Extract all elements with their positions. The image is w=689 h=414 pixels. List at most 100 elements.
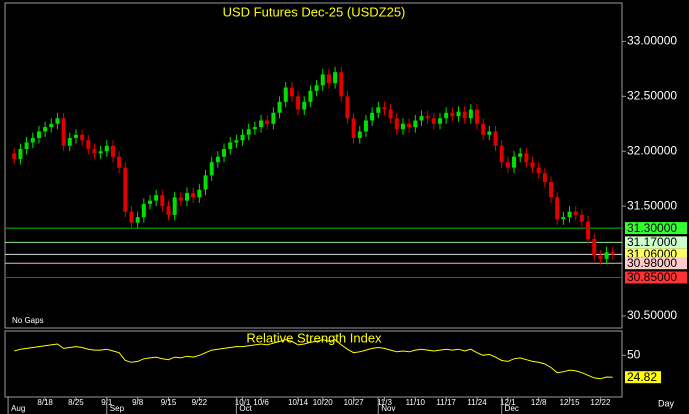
- candle-body: [160, 195, 165, 207]
- annotation: No Gaps: [12, 316, 44, 325]
- level-label: 30.85000: [627, 270, 677, 284]
- candle-body: [166, 206, 171, 215]
- month-label: Oct: [239, 404, 252, 413]
- candle-body: [228, 142, 233, 150]
- level-box: [625, 248, 687, 261]
- candle-body: [579, 214, 584, 222]
- candle-body: [252, 127, 257, 130]
- candle-body: [530, 162, 535, 168]
- candle-body: [215, 156, 220, 163]
- candle-body: [129, 211, 134, 223]
- candle-body: [549, 181, 554, 198]
- candle-body: [178, 197, 183, 201]
- candle-body: [481, 123, 486, 135]
- candle-body: [555, 197, 560, 220]
- candle-body: [86, 140, 91, 150]
- candle-body: [92, 149, 97, 154]
- candle-body: [320, 74, 325, 86]
- candle-body: [394, 118, 399, 130]
- candle-body: [542, 173, 547, 182]
- candle-body: [110, 145, 115, 157]
- rsi-title: Relative Strength Index: [246, 330, 382, 345]
- x-tick-label: 12/1: [500, 398, 516, 407]
- candle-body: [345, 96, 350, 119]
- candle-body: [419, 116, 424, 121]
- candle-body: [234, 140, 239, 143]
- candle-body: [191, 192, 196, 198]
- candle-body: [203, 175, 208, 190]
- candle-body: [499, 145, 504, 163]
- x-tick-label: 11/10: [406, 398, 426, 407]
- candle-body: [493, 131, 498, 146]
- x-tick-label: 12/15: [560, 398, 581, 407]
- candle-body: [240, 134, 245, 141]
- candle-body: [209, 162, 214, 176]
- candle-body: [123, 167, 128, 212]
- candle-body: [437, 118, 442, 124]
- candle-body: [24, 142, 29, 150]
- y-tick-label: 30.50000: [627, 308, 677, 322]
- candle-body: [573, 211, 578, 215]
- candle-body: [413, 120, 418, 128]
- y-tick-label: 32.00000: [627, 143, 677, 157]
- candle-body: [36, 131, 41, 139]
- candle-body: [592, 239, 597, 256]
- x-tick-label: 11/24: [467, 398, 487, 407]
- x-tick-label: 9/8: [132, 398, 144, 407]
- candle-body: [43, 127, 48, 132]
- candle-body: [456, 111, 461, 117]
- candle-body: [289, 87, 294, 97]
- month-label: Dec: [505, 404, 519, 413]
- x-tick-label: 10/14: [288, 398, 309, 407]
- y-tick-label: 31.50000: [627, 198, 677, 212]
- month-label: Aug: [11, 404, 25, 413]
- candle-body: [98, 151, 103, 154]
- candle-body: [308, 90, 313, 102]
- candle-body: [536, 167, 541, 174]
- x-tick-label: 10/6: [253, 398, 269, 407]
- candle-body: [382, 107, 387, 110]
- x-tick-label: 12/22: [590, 398, 611, 407]
- candle-body: [604, 252, 609, 259]
- candle-body: [487, 131, 492, 135]
- x-tick-label: 8/25: [68, 398, 84, 407]
- candle-body: [61, 118, 66, 146]
- candle-body: [104, 145, 109, 152]
- candle-body: [475, 109, 480, 124]
- candle-body: [80, 134, 85, 141]
- candle-body: [518, 153, 523, 157]
- candle-body: [314, 85, 319, 91]
- candle-body: [135, 217, 140, 223]
- chart-title: USD Futures Dec-25 (USDZ25): [223, 4, 406, 19]
- level-label: 31.30000: [627, 221, 677, 235]
- candle-body: [363, 120, 368, 132]
- candle-body: [376, 107, 381, 113]
- candle-body: [185, 192, 190, 201]
- candle-body: [444, 112, 449, 119]
- candle-body: [339, 72, 344, 97]
- candle-body: [283, 87, 288, 102]
- candle-body: [505, 162, 510, 168]
- x-tick-label: 10/27: [344, 398, 365, 407]
- candle-body: [147, 200, 152, 204]
- candle-body: [425, 116, 430, 119]
- level-label: 31.17000: [627, 235, 677, 249]
- price-panel: [4, 2, 623, 329]
- month-label: Nov: [381, 404, 395, 413]
- candle-body: [67, 138, 72, 146]
- candle-body: [49, 123, 54, 128]
- candle-body: [259, 120, 264, 128]
- candle-body: [12, 153, 17, 159]
- level-box: [625, 271, 687, 284]
- candle-body: [222, 149, 227, 157]
- candle-body: [141, 203, 146, 218]
- level-box: [625, 236, 687, 249]
- rsi-line: [14, 339, 613, 380]
- candle-body: [18, 149, 23, 159]
- candle-body: [567, 211, 572, 218]
- candle-body: [561, 217, 566, 220]
- level-box: [625, 222, 687, 235]
- candle-body: [271, 112, 276, 124]
- rsi-value-box: [625, 371, 661, 384]
